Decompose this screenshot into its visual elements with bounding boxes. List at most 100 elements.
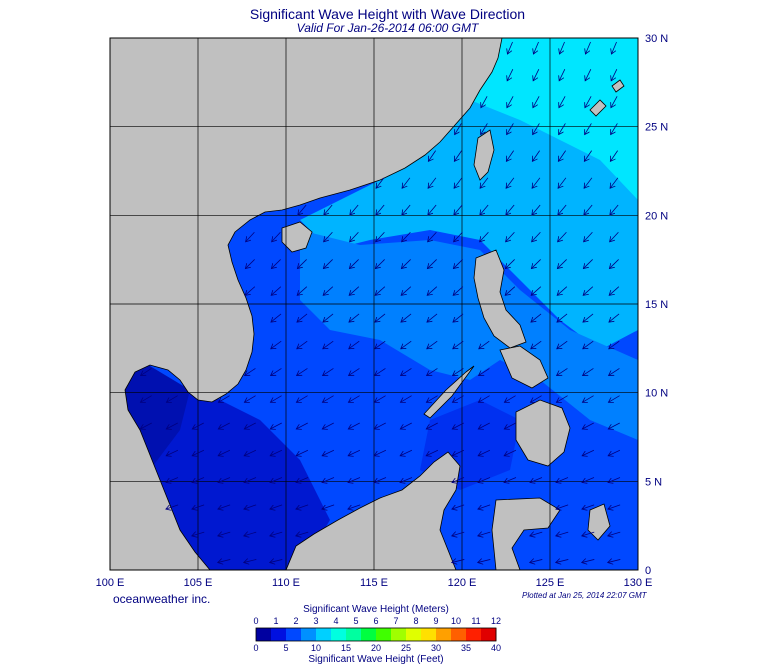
- colorbar: 0 1 2 3 4 5 6 7 8 9 10 11 120 5 10 15 20 25 30 35 40: [253, 616, 501, 653]
- colorbar-meters-tick: 0: [253, 616, 258, 626]
- wave-direction-arrow: [584, 231, 593, 242]
- wave-direction-arrow: [402, 177, 411, 188]
- wave-direction-arrow: [400, 449, 413, 456]
- wave-direction-arrow: [428, 150, 436, 162]
- wave-direction-arrow: [297, 286, 308, 296]
- colorbar-meters-tick: 1: [273, 616, 278, 626]
- lon-tick-label: 105 E: [184, 577, 213, 589]
- wave-direction-arrow: [585, 123, 592, 134]
- wave-direction-arrow: [559, 41, 565, 54]
- wave-direction-arrow: [582, 504, 595, 509]
- wave-direction-arrow: [532, 231, 541, 242]
- wave-direction-arrow: [218, 532, 231, 536]
- latitude-labels: 0 5 N 10 N 15 N 20 N 25 N 30 N: [645, 33, 668, 577]
- wave-direction-arrow: [192, 504, 205, 509]
- wave-direction-arrow: [348, 449, 361, 456]
- wave-direction-arrow: [192, 532, 205, 536]
- wave-direction-arrow: [558, 150, 566, 162]
- wave-direction-arrow: [533, 123, 540, 134]
- wave-direction-arrow: [608, 559, 621, 562]
- wave-direction-arrow: [166, 449, 179, 456]
- wave-direction-arrow: [609, 259, 619, 268]
- wave-direction-arrow: [192, 477, 205, 483]
- wave-direction-arrow: [428, 231, 437, 242]
- wave-direction-arrow: [609, 313, 620, 322]
- wave-direction-arrow: [375, 259, 385, 268]
- wave-direction-arrow: [504, 395, 516, 403]
- wave-direction-arrow: [454, 231, 463, 242]
- wave-direction-arrow: [556, 504, 569, 509]
- colorbar-swatch: [331, 628, 347, 641]
- wave-band-upper: [300, 100, 638, 350]
- wave-direction-arrow: [557, 286, 568, 296]
- colorbar-feet-tick: 20: [371, 643, 381, 653]
- wave-direction-arrow: [610, 150, 618, 162]
- colorbar-swatch: [406, 628, 422, 641]
- wave-direction-arrow: [375, 368, 386, 375]
- wave-direction-arrow: [323, 286, 334, 296]
- wave-direction-arrow: [270, 532, 283, 536]
- wave-direction-arrow: [611, 68, 618, 81]
- colorbar-meters-tick: 7: [393, 616, 398, 626]
- wave-direction-arrow: [271, 340, 282, 349]
- lat-tick-label: 15 N: [645, 299, 668, 311]
- colorbar-swatch: [346, 628, 362, 641]
- wave-direction-arrow: [609, 286, 620, 296]
- land-mainland-asia: [110, 38, 503, 570]
- wave-direction-arrow: [505, 286, 516, 296]
- wave-direction-arrow: [533, 96, 540, 107]
- wave-direction-arrow: [427, 259, 437, 268]
- wave-direction-arrow: [611, 123, 618, 134]
- colorbar-meters-tick: 8: [413, 616, 418, 626]
- wave-direction-arrow: [481, 123, 488, 134]
- wave-direction-arrow: [427, 286, 438, 296]
- wave-direction-arrow: [453, 368, 464, 375]
- wave-direction-arrow: [530, 559, 543, 562]
- lon-tick-label: 125 E: [536, 577, 565, 589]
- land-mindanao: [515, 399, 571, 467]
- wave-direction-arrow: [478, 449, 491, 456]
- wave-direction-arrow: [608, 449, 621, 456]
- wave-direction-arrow: [374, 395, 386, 403]
- wave-direction-arrow: [608, 395, 620, 403]
- colorbar-meters-tick: 4: [333, 616, 338, 626]
- colorbar-swatch: [286, 628, 302, 641]
- wave-direction-arrow: [296, 422, 308, 429]
- wave-direction-arrow: [244, 532, 257, 536]
- wave-direction-arrow: [323, 313, 334, 322]
- wave-direction-arrow: [559, 96, 566, 107]
- wave-direction-arrow: [244, 395, 256, 403]
- wave-direction-arrow: [348, 422, 360, 429]
- colorbar-meters-tick: 2: [293, 616, 298, 626]
- lon-tick-label: 130 E: [624, 577, 653, 589]
- colorbar-swatch: [316, 628, 332, 641]
- wave-direction-arrow: [348, 504, 361, 509]
- wave-direction-arrow: [556, 395, 568, 403]
- wave-direction-arrow: [453, 313, 464, 322]
- colorbar-feet-tick: 15: [341, 643, 351, 653]
- wave-direction-arrow: [533, 41, 539, 54]
- lat-tick-label: 0: [645, 565, 651, 577]
- wave-direction-arrow: [245, 286, 256, 296]
- wave-direction-arrow: [374, 422, 386, 429]
- wave-direction-arrow: [296, 449, 309, 456]
- wave-direction-arrow: [506, 231, 515, 242]
- wave-direction-arrow: [244, 504, 257, 509]
- wave-direction-arrow: [323, 259, 333, 268]
- wave-direction-arrow: [478, 422, 490, 429]
- wave-direction-arrow: [271, 368, 282, 375]
- wave-direction-arrow: [455, 123, 462, 134]
- colorbar-swatch: [256, 628, 272, 641]
- wave-direction-arrow: [585, 41, 591, 54]
- wave-direction-arrow: [480, 204, 489, 215]
- land-visayas: [499, 345, 549, 389]
- wave-direction-arrow: [296, 477, 309, 483]
- wave-direction-arrow: [530, 532, 543, 536]
- wave-direction-arrow: [452, 532, 465, 536]
- wave-direction-arrow: [557, 368, 568, 375]
- land-taiwan: [473, 129, 495, 181]
- wave-direction-arrow: [141, 368, 152, 375]
- wave-direction-arrow: [350, 231, 359, 242]
- wave-direction-arrow: [531, 286, 542, 296]
